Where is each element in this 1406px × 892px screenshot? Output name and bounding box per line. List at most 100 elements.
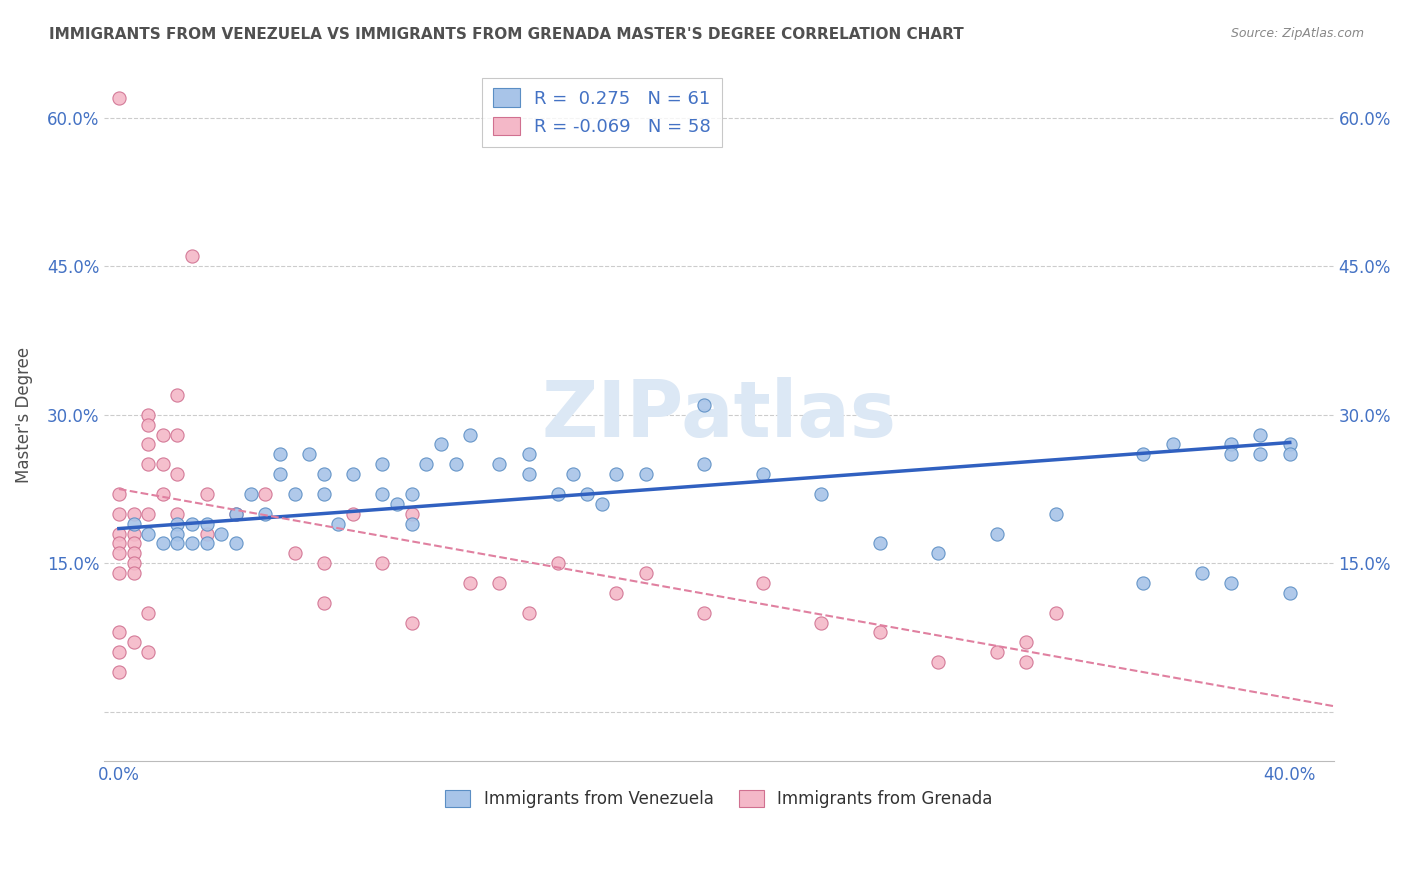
- Point: [122, 566, 145, 580]
- Point: [401, 487, 423, 501]
- Point: [415, 457, 437, 471]
- Point: [136, 526, 159, 541]
- Point: [1045, 507, 1067, 521]
- Point: [1015, 655, 1038, 669]
- Point: [166, 507, 188, 521]
- Point: [122, 507, 145, 521]
- Point: [693, 457, 716, 471]
- Point: [488, 457, 510, 471]
- Point: [283, 546, 305, 560]
- Point: [166, 467, 188, 482]
- Y-axis label: Master's Degree: Master's Degree: [15, 347, 32, 483]
- Point: [591, 497, 613, 511]
- Point: [269, 467, 291, 482]
- Point: [122, 635, 145, 649]
- Point: [108, 566, 131, 580]
- Point: [1161, 437, 1184, 451]
- Point: [869, 536, 891, 550]
- Point: [108, 526, 131, 541]
- Point: [312, 487, 335, 501]
- Legend: Immigrants from Venezuela, Immigrants from Grenada: Immigrants from Venezuela, Immigrants fr…: [439, 783, 1000, 815]
- Point: [254, 507, 277, 521]
- Point: [927, 546, 949, 560]
- Point: [576, 487, 599, 501]
- Point: [401, 507, 423, 521]
- Point: [166, 516, 188, 531]
- Point: [986, 645, 1008, 659]
- Point: [810, 487, 832, 501]
- Point: [371, 487, 394, 501]
- Point: [195, 536, 218, 550]
- Point: [122, 526, 145, 541]
- Point: [108, 645, 131, 659]
- Point: [328, 516, 350, 531]
- Point: [371, 457, 394, 471]
- Point: [1249, 427, 1271, 442]
- Point: [517, 606, 540, 620]
- Point: [752, 576, 775, 591]
- Point: [108, 91, 131, 105]
- Point: [181, 536, 204, 550]
- Point: [312, 596, 335, 610]
- Point: [166, 526, 188, 541]
- Point: [136, 437, 159, 451]
- Point: [122, 536, 145, 550]
- Point: [195, 526, 218, 541]
- Point: [136, 457, 159, 471]
- Point: [195, 487, 218, 501]
- Point: [166, 388, 188, 402]
- Point: [430, 437, 453, 451]
- Point: [1132, 447, 1154, 461]
- Point: [136, 507, 159, 521]
- Point: [1278, 437, 1301, 451]
- Point: [195, 516, 218, 531]
- Point: [136, 606, 159, 620]
- Point: [927, 655, 949, 669]
- Point: [181, 250, 204, 264]
- Point: [458, 576, 481, 591]
- Point: [254, 487, 277, 501]
- Point: [283, 487, 305, 501]
- Point: [986, 526, 1008, 541]
- Point: [152, 487, 174, 501]
- Point: [1220, 437, 1243, 451]
- Point: [488, 576, 510, 591]
- Point: [634, 566, 657, 580]
- Point: [605, 467, 627, 482]
- Point: [1220, 447, 1243, 461]
- Point: [181, 516, 204, 531]
- Point: [371, 556, 394, 570]
- Point: [108, 665, 131, 679]
- Point: [1278, 447, 1301, 461]
- Text: ZIPatlas: ZIPatlas: [541, 376, 897, 453]
- Point: [517, 467, 540, 482]
- Point: [152, 427, 174, 442]
- Point: [1249, 447, 1271, 461]
- Point: [458, 427, 481, 442]
- Point: [401, 615, 423, 630]
- Point: [810, 615, 832, 630]
- Point: [225, 507, 247, 521]
- Point: [547, 487, 569, 501]
- Point: [401, 516, 423, 531]
- Point: [1220, 576, 1243, 591]
- Point: [385, 497, 408, 511]
- Point: [312, 556, 335, 570]
- Point: [108, 536, 131, 550]
- Point: [108, 487, 131, 501]
- Point: [1191, 566, 1213, 580]
- Point: [517, 447, 540, 461]
- Point: [209, 526, 232, 541]
- Point: [122, 556, 145, 570]
- Point: [634, 467, 657, 482]
- Point: [1045, 606, 1067, 620]
- Point: [239, 487, 262, 501]
- Point: [122, 546, 145, 560]
- Point: [342, 467, 364, 482]
- Text: IMMIGRANTS FROM VENEZUELA VS IMMIGRANTS FROM GRENADA MASTER'S DEGREE CORRELATION: IMMIGRANTS FROM VENEZUELA VS IMMIGRANTS …: [49, 27, 965, 42]
- Point: [342, 507, 364, 521]
- Point: [693, 606, 716, 620]
- Point: [1132, 576, 1154, 591]
- Point: [1015, 635, 1038, 649]
- Point: [605, 586, 627, 600]
